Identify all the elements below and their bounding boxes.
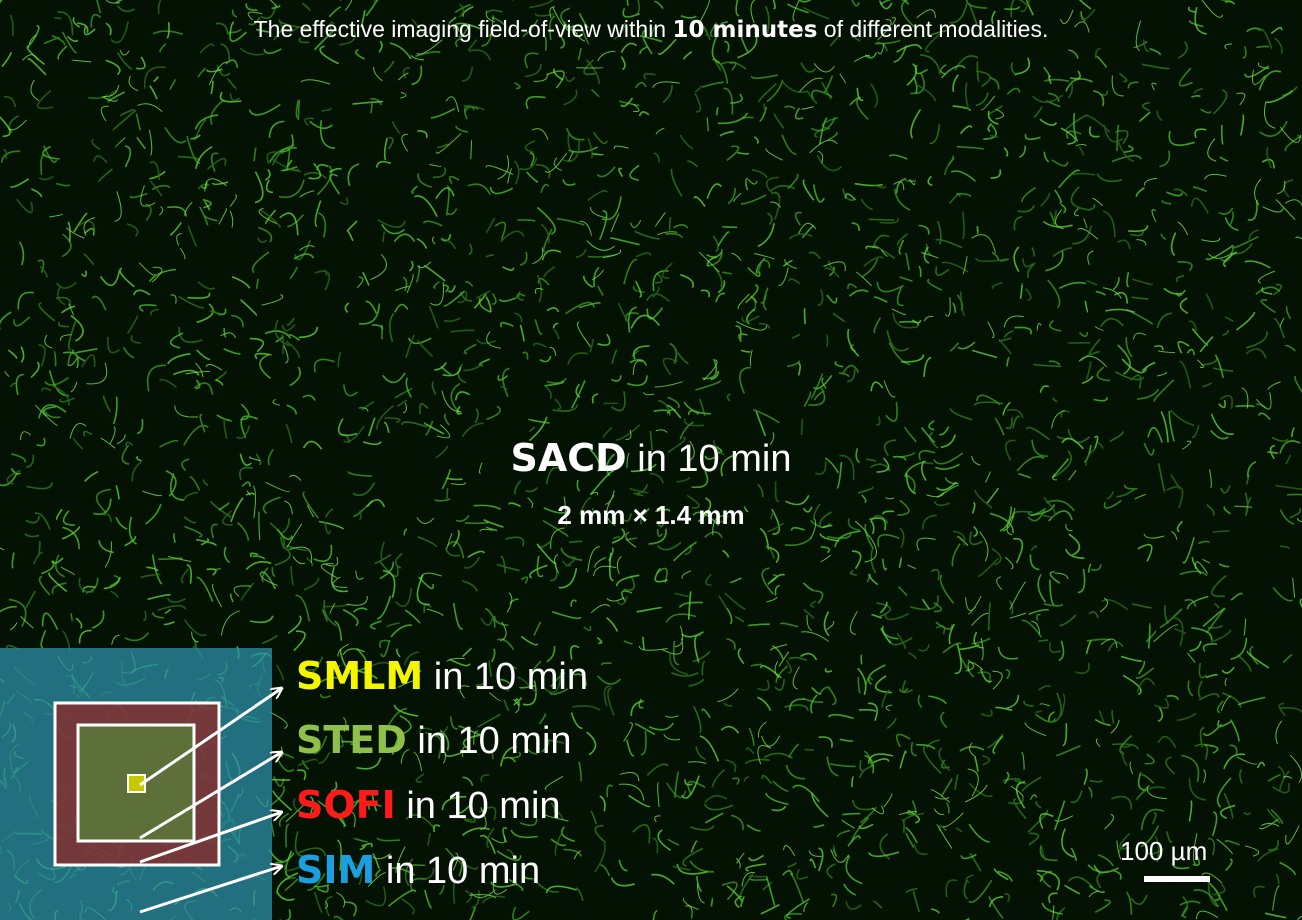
sacd-size: 2 mm × 1.4 mm	[557, 500, 745, 530]
scale-bar	[1144, 876, 1210, 882]
sim-name: SIM	[296, 848, 376, 892]
smlm-label: SMLM in 10 min	[296, 654, 588, 698]
scale-bar-label: 100 µm	[1120, 836, 1208, 866]
sim-label: SIM in 10 min	[296, 848, 541, 892]
sted-arrow	[139, 752, 282, 840]
sofi-label: SOFI in 10 min	[296, 783, 561, 827]
sofi-name: SOFI	[296, 783, 396, 827]
smlm-name: SMLM	[296, 654, 424, 698]
sted-label: STED in 10 min	[296, 718, 572, 762]
sted-name: STED	[296, 718, 407, 762]
sofi-arrow	[139, 812, 282, 864]
sacd-name: SACD	[510, 436, 627, 480]
smlm-arrow	[139, 688, 282, 787]
smlm-fov-box	[127, 774, 146, 793]
sacd-label: SACD in 10 min	[510, 436, 792, 480]
sim-arrow	[139, 866, 282, 914]
figure-title: The effective imaging field-of-view with…	[253, 16, 1049, 43]
